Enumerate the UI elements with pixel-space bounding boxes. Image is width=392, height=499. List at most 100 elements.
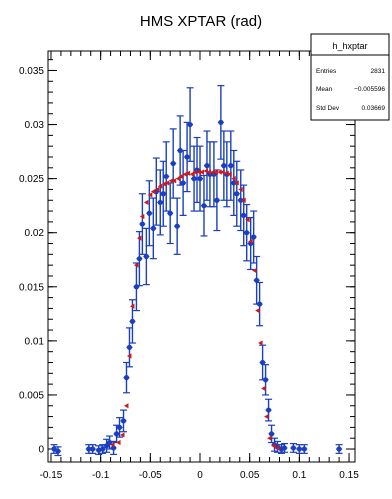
data-point bbox=[55, 448, 61, 454]
data-point bbox=[157, 199, 163, 206]
reference-point bbox=[234, 180, 239, 186]
reference-point bbox=[271, 443, 276, 449]
y-tick-label: 0 bbox=[38, 445, 44, 456]
reference-point bbox=[255, 307, 260, 314]
data-point bbox=[113, 431, 120, 437]
reference-point bbox=[245, 217, 250, 223]
data-point bbox=[163, 173, 169, 180]
data-point bbox=[51, 446, 57, 452]
reference-point bbox=[199, 169, 204, 175]
series-layer bbox=[50, 85, 343, 457]
x-tick-label: 0 bbox=[197, 470, 203, 481]
data-point bbox=[214, 197, 220, 203]
reference-point bbox=[241, 197, 246, 203]
reference-point bbox=[267, 435, 272, 441]
x-tick-label: -0.1 bbox=[92, 470, 110, 481]
data-point bbox=[281, 445, 288, 451]
data-point bbox=[197, 176, 203, 182]
data-point bbox=[204, 163, 210, 169]
data-point bbox=[133, 284, 140, 290]
data-point bbox=[120, 418, 127, 424]
data-point bbox=[244, 230, 250, 236]
reference-point bbox=[116, 439, 121, 446]
chart-title: HMS XPTAR (rad) bbox=[140, 13, 262, 30]
stat-stddev-value: 0.03669 bbox=[362, 105, 386, 112]
data-point bbox=[139, 221, 145, 227]
y-tick-label: 0.03 bbox=[25, 120, 45, 131]
data-point bbox=[336, 446, 342, 452]
reference-point bbox=[120, 432, 125, 438]
reference-point bbox=[123, 403, 129, 409]
reference-point bbox=[178, 173, 184, 180]
data-point bbox=[180, 180, 186, 186]
reference-point bbox=[220, 169, 225, 175]
y-tick-label: 0.015 bbox=[19, 282, 44, 293]
reference-point bbox=[157, 183, 163, 189]
reference-point bbox=[150, 189, 156, 195]
reference-point bbox=[126, 353, 132, 359]
x-tick-label: 0.1 bbox=[292, 470, 306, 481]
y-tick-label: 0.035 bbox=[19, 66, 44, 77]
plot-frame bbox=[47, 50, 356, 463]
reference-point bbox=[210, 169, 215, 175]
data-point bbox=[238, 197, 244, 203]
reference-point bbox=[110, 442, 115, 448]
reference-point bbox=[164, 180, 170, 186]
y-tick-label: 0.005 bbox=[19, 390, 44, 401]
x-tick-label: 0.15 bbox=[339, 470, 359, 481]
reference-point bbox=[143, 199, 149, 206]
data-point bbox=[268, 431, 275, 437]
data-point bbox=[90, 446, 96, 452]
reference-point bbox=[264, 413, 269, 420]
x-tick-label: 0.05 bbox=[240, 470, 260, 481]
data-point bbox=[221, 163, 227, 169]
data-point bbox=[184, 154, 190, 160]
data-point bbox=[150, 225, 156, 231]
y-axis: 0 0.005 0.01 0.015 0.02 0.025 0.03 0.035 bbox=[19, 59, 355, 456]
data-point bbox=[86, 446, 92, 452]
data-point bbox=[129, 318, 136, 324]
reference-point bbox=[196, 169, 202, 175]
reference-point bbox=[189, 171, 195, 177]
x-tick-label: -0.05 bbox=[139, 470, 162, 481]
data-point bbox=[110, 445, 117, 451]
data-point bbox=[167, 210, 173, 216]
reference-point bbox=[192, 169, 198, 175]
stat-stddev-label: Std Dev bbox=[316, 105, 340, 112]
reference-point bbox=[231, 176, 236, 182]
data-point bbox=[234, 191, 240, 197]
stat-mean-value: −0.005596 bbox=[354, 86, 385, 93]
data-point bbox=[254, 277, 260, 283]
stats-box-title: h_hxptar bbox=[332, 41, 367, 51]
stat-entries-value: 2831 bbox=[371, 68, 386, 75]
data-point bbox=[187, 121, 193, 128]
data-point bbox=[191, 176, 197, 182]
data-point bbox=[100, 446, 106, 452]
stat-mean-label: Mean bbox=[316, 86, 333, 93]
reference-point bbox=[136, 235, 142, 241]
reference-point bbox=[206, 169, 211, 175]
reference-point bbox=[185, 170, 191, 176]
data-point bbox=[265, 407, 272, 413]
reference-point bbox=[168, 178, 174, 184]
y-tick-label: 0.02 bbox=[25, 228, 45, 239]
data-point bbox=[257, 301, 263, 307]
x-axis: -0.15 -0.1 -0.05 0 0.05 0.1 0.15 bbox=[40, 51, 359, 481]
data-point bbox=[231, 180, 237, 186]
data-point bbox=[136, 256, 143, 262]
data-point bbox=[116, 424, 123, 430]
data-point bbox=[301, 446, 307, 452]
y-tick-label: 0.025 bbox=[19, 174, 44, 185]
reference-point bbox=[171, 178, 177, 184]
stats-box-frame bbox=[310, 33, 390, 121]
data-point bbox=[174, 223, 180, 229]
stats-box: h_hxptar Entries 2831 Mean −0.005596 Std… bbox=[310, 33, 390, 121]
reference-point bbox=[238, 186, 243, 193]
data-point bbox=[201, 203, 207, 209]
data-point bbox=[251, 234, 257, 240]
data-point bbox=[160, 191, 166, 197]
x-tick-label: -0.15 bbox=[40, 470, 63, 481]
data-point bbox=[260, 359, 266, 366]
data-point bbox=[241, 212, 247, 218]
